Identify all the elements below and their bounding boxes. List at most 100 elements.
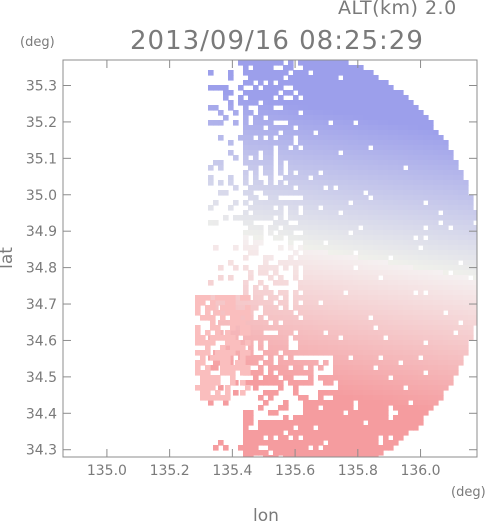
echo-cell — [263, 185, 269, 191]
echo-cell — [433, 315, 439, 321]
echo-cell — [408, 330, 414, 336]
echo-cell — [373, 350, 379, 356]
echo-cell — [393, 330, 399, 336]
echo-cell — [463, 215, 469, 221]
echo-cell — [378, 150, 384, 156]
echo-cell — [353, 425, 359, 431]
echo-cell — [363, 120, 369, 126]
echo-cell — [373, 185, 379, 191]
echo-cell — [378, 205, 384, 211]
echo-cell — [353, 75, 359, 81]
echo-cell — [373, 430, 379, 436]
echo-cell — [388, 110, 394, 116]
echo-cell — [298, 215, 304, 221]
echo-cell — [453, 315, 459, 321]
echo-cell — [293, 365, 299, 371]
echo-cell — [225, 340, 231, 346]
echo-cell — [393, 275, 399, 281]
echo-cell — [200, 390, 206, 396]
echo-cell — [223, 190, 229, 196]
echo-cell — [418, 275, 424, 281]
echo-cell — [398, 280, 404, 286]
echo-cell — [200, 315, 206, 321]
echo-cell — [338, 300, 344, 306]
echo-cell — [273, 345, 279, 351]
echo-cell — [433, 185, 439, 191]
echo-cell — [463, 190, 469, 196]
echo-cell — [245, 350, 251, 356]
echo-cell — [268, 445, 274, 451]
echo-cell — [358, 360, 364, 366]
echo-cell — [388, 220, 394, 226]
echo-cell — [308, 365, 314, 371]
echo-cell — [230, 335, 236, 341]
echo-cell — [428, 255, 434, 261]
echo-cell — [223, 115, 229, 121]
echo-cell — [308, 335, 314, 341]
echo-cell — [378, 420, 384, 426]
echo-cell — [393, 95, 399, 101]
echo-cell — [248, 60, 254, 66]
echo-cell — [288, 65, 294, 71]
echo-cell — [333, 60, 339, 66]
echo-cell — [393, 365, 399, 371]
echo-cell — [288, 170, 294, 176]
echo-cell — [433, 305, 439, 311]
echo-cell — [323, 230, 329, 236]
echo-cell — [358, 125, 364, 131]
echo-cell — [428, 340, 434, 346]
echo-cell — [348, 295, 354, 301]
echo-cell — [213, 200, 219, 206]
echo-cell — [383, 440, 389, 446]
echo-cell — [228, 355, 234, 361]
echo-cell — [318, 105, 324, 111]
echo-cell — [393, 125, 399, 131]
echo-cell — [378, 115, 384, 121]
echo-cell — [353, 300, 359, 306]
echo-cell — [443, 165, 449, 171]
echo-cell — [413, 210, 419, 216]
echo-cell — [463, 270, 469, 276]
echo-cell — [353, 90, 359, 96]
echo-cell — [368, 250, 374, 256]
echo-cell — [458, 215, 464, 221]
echo-cell — [343, 280, 349, 286]
echo-cell — [368, 160, 374, 166]
echo-cell — [258, 235, 264, 241]
echo-cell — [218, 265, 224, 271]
echo-cell — [473, 250, 477, 256]
echo-cell — [278, 210, 284, 216]
echo-cell — [408, 300, 414, 306]
echo-cell — [448, 250, 454, 256]
echo-cell — [358, 285, 364, 291]
echo-cell — [258, 240, 264, 246]
echo-cell — [363, 160, 369, 166]
echo-cell — [213, 365, 219, 371]
echo-cell — [308, 165, 314, 171]
echo-cell — [225, 300, 231, 306]
echo-cell — [443, 365, 449, 371]
echo-cell — [303, 115, 309, 121]
echo-cell — [293, 225, 299, 231]
echo-cell — [205, 375, 211, 381]
echo-cell — [293, 415, 299, 421]
echo-cell — [328, 435, 334, 441]
echo-cell — [368, 400, 374, 406]
echo-cell — [208, 175, 214, 181]
echo-cell — [363, 315, 369, 321]
echo-cell — [363, 75, 369, 81]
echo-cell — [418, 135, 424, 141]
echo-cell — [303, 395, 309, 401]
echo-cell — [398, 435, 404, 441]
echo-cell — [343, 105, 349, 111]
echo-cell — [293, 320, 299, 326]
echo-cell — [248, 340, 254, 346]
echo-cell — [205, 380, 211, 386]
y-tick-label: 35.2 — [26, 115, 57, 131]
echo-cell — [358, 440, 364, 446]
echo-cell — [343, 335, 349, 341]
echo-cell — [278, 185, 284, 191]
echo-cell — [323, 290, 329, 296]
echo-cell — [213, 245, 219, 251]
echo-cell — [230, 370, 236, 376]
